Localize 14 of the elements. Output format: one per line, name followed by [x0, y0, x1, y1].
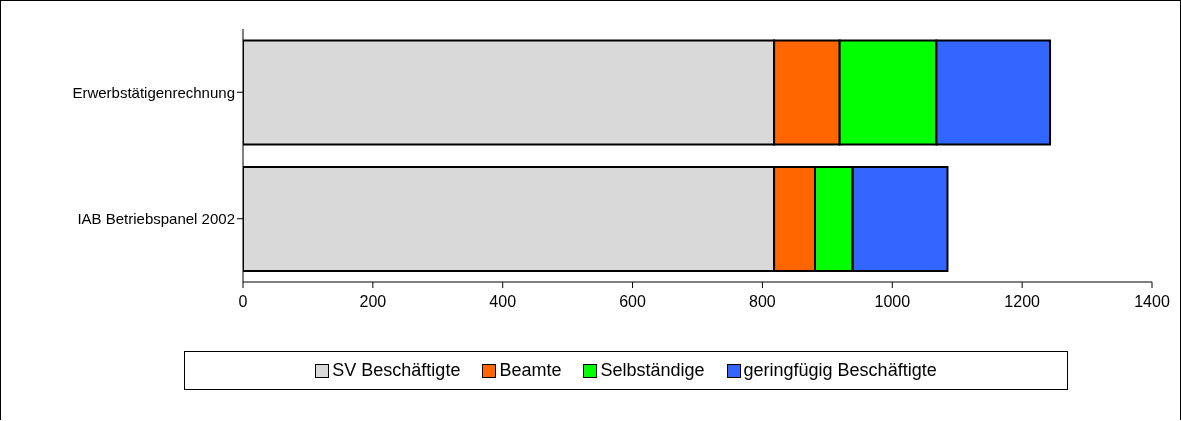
x-tick-label: 1200 — [1004, 293, 1041, 311]
legend-label: SV Beschäftigte — [332, 360, 461, 381]
x-tick-label: 400 — [489, 293, 517, 311]
y-tick-label: Erwerbstätigenrechnung — [72, 83, 235, 101]
x-tick-label: 1400 — [1134, 293, 1170, 311]
x-tick-label: 600 — [619, 293, 647, 311]
legend-label: Selbständige — [600, 360, 705, 381]
x-tick-label: 800 — [749, 293, 776, 311]
x-tick-label: 1000 — [874, 293, 911, 311]
x-tick-label: 200 — [359, 293, 387, 311]
legend-label: Beamte — [499, 360, 562, 381]
y-tick-label: IAB Betriebspanel 2002 — [77, 210, 235, 228]
legend-label: geringfügig Beschäftigte — [743, 360, 937, 381]
x-tick-label: 0 — [238, 293, 248, 311]
